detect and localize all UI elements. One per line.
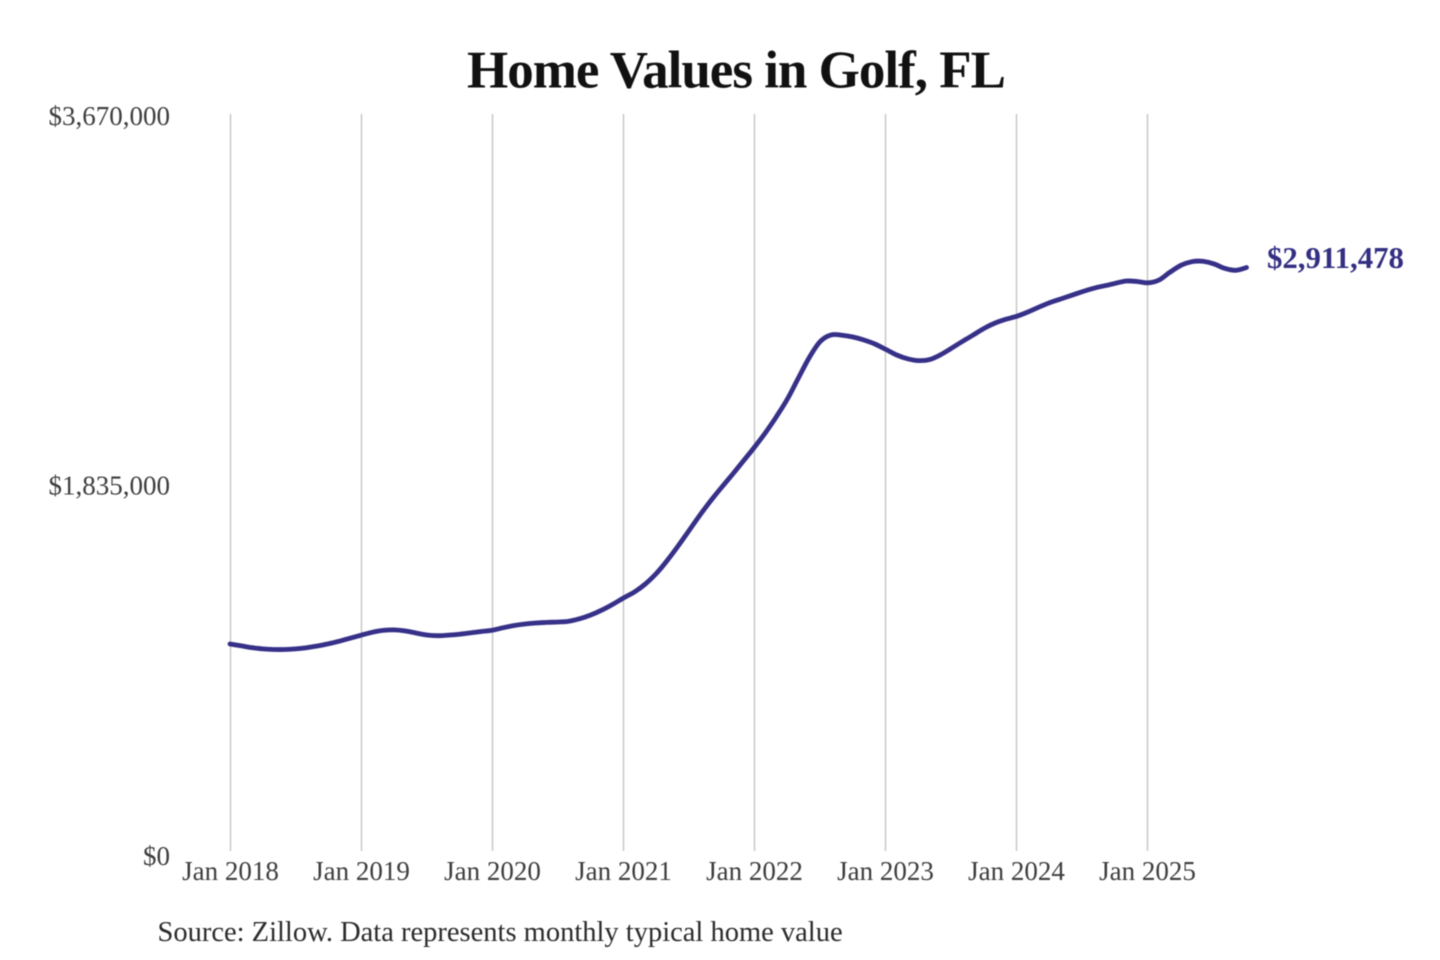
svg-text:$0: $0 xyxy=(143,841,170,871)
svg-text:Home Values in Golf, FL: Home Values in Golf, FL xyxy=(467,42,1005,100)
svg-text:Jan 2023: Jan 2023 xyxy=(837,856,934,886)
svg-text:Jan 2020: Jan 2020 xyxy=(444,856,541,886)
svg-text:Jan 2019: Jan 2019 xyxy=(313,856,410,886)
svg-text:Source: Zillow. Data represent: Source: Zillow. Data represents monthly … xyxy=(158,917,843,948)
svg-text:Jan 2022: Jan 2022 xyxy=(706,856,803,886)
svg-text:$2,911,478: $2,911,478 xyxy=(1267,241,1404,275)
svg-text:$1,835,000: $1,835,000 xyxy=(49,471,171,501)
svg-text:Jan 2018: Jan 2018 xyxy=(182,856,279,886)
svg-text:Jan 2025: Jan 2025 xyxy=(1099,856,1196,886)
svg-text:Jan 2021: Jan 2021 xyxy=(575,856,672,886)
svg-text:$3,670,000: $3,670,000 xyxy=(49,101,171,131)
svg-text:Jan 2024: Jan 2024 xyxy=(968,856,1065,886)
